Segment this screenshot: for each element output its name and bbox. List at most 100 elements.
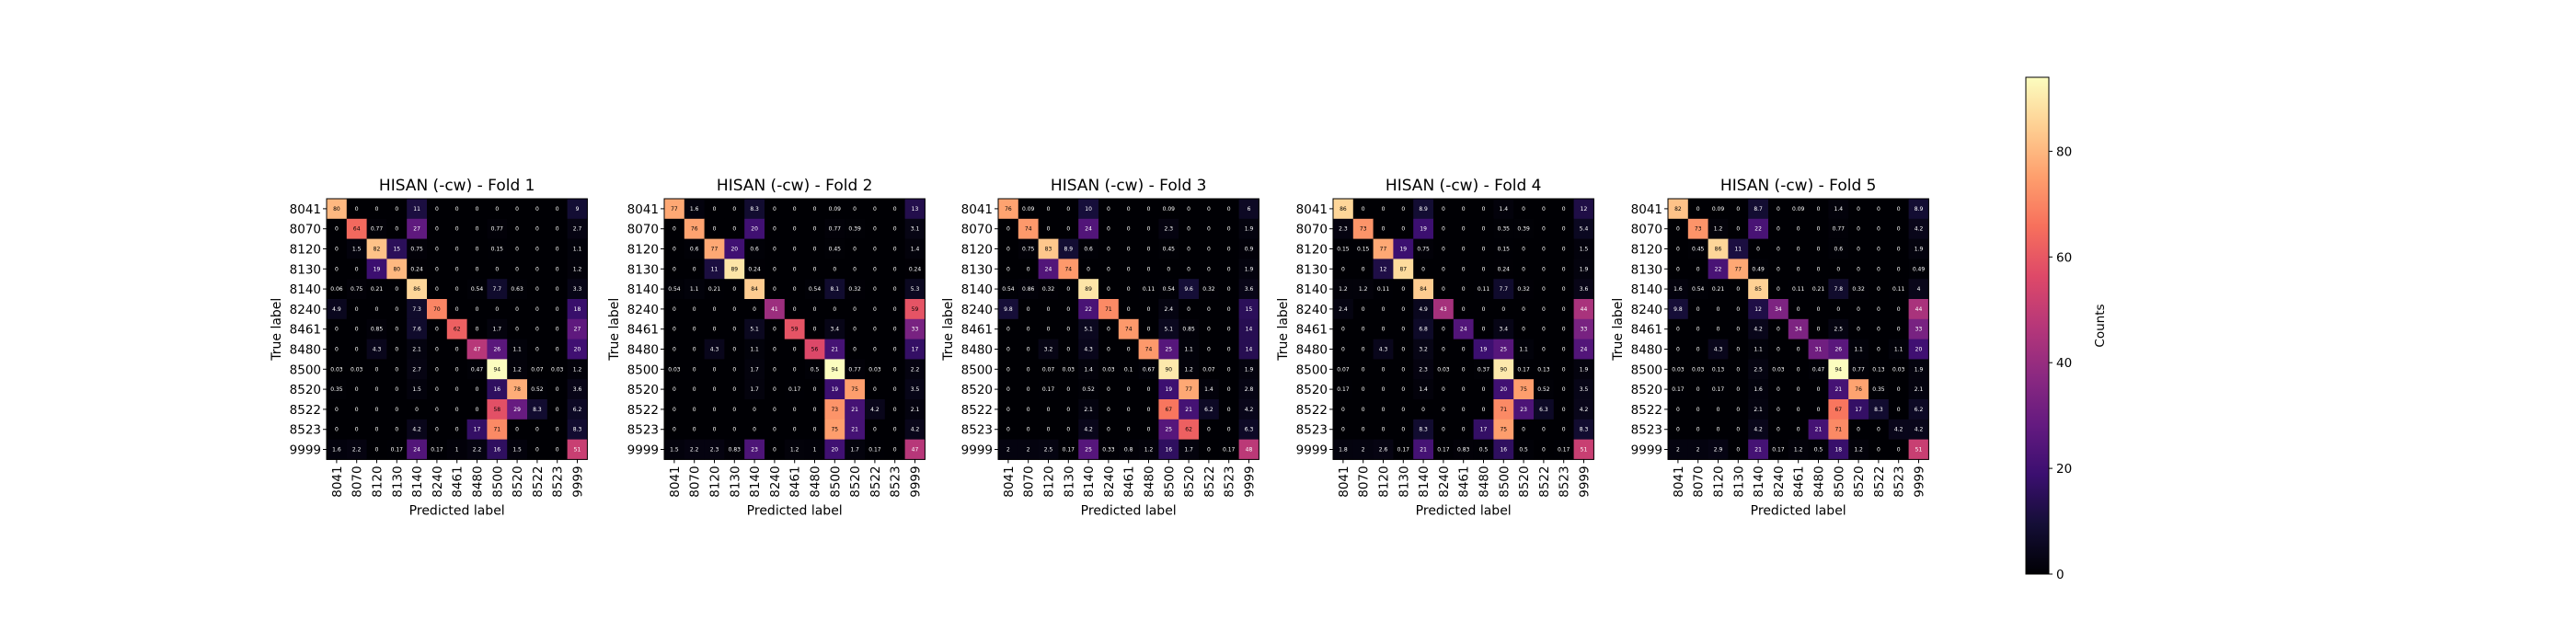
matrix-cell — [1534, 299, 1555, 320]
matrix-cell — [744, 318, 765, 339]
cell-value: 2.5 — [1754, 366, 1763, 373]
matrix-cell — [1788, 199, 1809, 220]
matrix-cell — [1373, 379, 1394, 400]
matrix-cell — [1158, 238, 1179, 259]
y-axis-label: True label — [607, 298, 622, 362]
cell-value: 0.13 — [1872, 366, 1885, 373]
matrix-cell — [1553, 439, 1574, 460]
cell-value: 0 — [556, 427, 559, 433]
cell-value: 2.3 — [1165, 226, 1174, 233]
cell-value: 33 — [912, 327, 919, 333]
matrix-cell — [1573, 339, 1594, 360]
cell-value: 29 — [513, 407, 521, 413]
matrix-cell — [1534, 359, 1555, 380]
cell-value: 0.07 — [1042, 366, 1055, 373]
matrix-cell — [704, 199, 725, 220]
cell-value: 0 — [1127, 407, 1131, 413]
matrix-cell — [1493, 399, 1514, 420]
matrix-cell — [1788, 279, 1809, 300]
cell-value: 0 — [355, 347, 359, 353]
matrix-cell — [1513, 218, 1535, 239]
cell-value: 62 — [1185, 427, 1192, 433]
cell-value: 0 — [673, 407, 676, 413]
cell-value: 1.5 — [670, 447, 679, 454]
matrix-cell — [804, 419, 825, 440]
matrix-cell — [1768, 259, 1789, 280]
matrix-cell — [744, 359, 765, 380]
matrix-cell — [1138, 218, 1159, 239]
matrix-cell — [1768, 238, 1789, 259]
matrix-cell — [1352, 419, 1374, 440]
cell-value: 1.2 — [1854, 447, 1863, 454]
cell-value: 0.45 — [1163, 247, 1176, 253]
cell-value: 0 — [1127, 386, 1131, 393]
cell-value: 4 — [1917, 286, 1921, 293]
cell-value: 4.2 — [1084, 427, 1093, 433]
matrix-cell — [664, 299, 685, 320]
matrix-cell — [1808, 379, 1829, 400]
x-tick-label: 8480 — [1143, 466, 1157, 497]
cell-value: 3.6 — [1580, 286, 1589, 293]
matrix-cell — [427, 439, 448, 460]
matrix-cell — [1393, 419, 1414, 440]
cell-value: 0 — [1797, 266, 1800, 272]
cell-value: 41 — [771, 306, 778, 313]
matrix-cell — [1888, 439, 1909, 460]
x-tick-label: 8041 — [1337, 466, 1351, 497]
matrix-cell — [1848, 318, 1869, 339]
cell-value: 0 — [395, 386, 398, 393]
matrix-cell — [1668, 379, 1689, 400]
cell-value: 0 — [1736, 386, 1740, 393]
matrix-cell — [1808, 318, 1829, 339]
matrix-cell — [1393, 318, 1414, 339]
colorbar-tick-label: 0 — [2056, 568, 2064, 582]
cell-value: 0 — [853, 327, 857, 333]
cell-value: 0.15 — [1498, 247, 1511, 253]
cell-value: 16 — [493, 447, 500, 454]
matrix-cell — [865, 238, 886, 259]
x-axis-label: Predicted label — [1751, 503, 1846, 518]
y-tick-label: 8500 — [961, 362, 993, 377]
cell-value: 0 — [395, 327, 398, 333]
cell-value: 0.09 — [1712, 206, 1725, 213]
cell-value: 0.1 — [1124, 366, 1133, 373]
cell-value: 0 — [1717, 306, 1720, 313]
matrix-cell — [1138, 199, 1159, 220]
matrix-cell — [1573, 379, 1594, 400]
cell-value: 21 — [1420, 447, 1427, 454]
matrix-cell — [1534, 379, 1555, 400]
x-axis-label: Predicted label — [747, 503, 843, 518]
matrix-cell — [1158, 439, 1179, 460]
matrix-cell — [804, 218, 825, 239]
matrix-cell — [1158, 359, 1179, 380]
matrix-cell — [386, 318, 408, 339]
cell-value: 11 — [413, 206, 420, 213]
matrix-cell — [1728, 238, 1749, 259]
cell-value: 0 — [515, 266, 519, 272]
matrix-cell — [1352, 379, 1374, 400]
matrix-cell — [1687, 379, 1708, 400]
y-tick-label: 8130 — [290, 262, 321, 277]
cell-value: 0.03 — [1437, 366, 1450, 373]
x-tick-label: 8140 — [1417, 466, 1432, 497]
matrix-cell — [1908, 399, 1929, 420]
matrix-cell — [567, 238, 588, 259]
matrix-cell — [366, 359, 387, 380]
matrix-cell — [998, 238, 1019, 259]
cell-value: 86 — [1715, 247, 1722, 253]
matrix-cell — [865, 359, 886, 380]
cell-value: 0 — [476, 407, 479, 413]
cell-value: 0.21 — [708, 286, 721, 293]
cell-value: 0 — [395, 286, 398, 293]
cell-value: 7.3 — [412, 306, 421, 313]
cell-value: 18 — [574, 306, 581, 313]
cell-value: 0 — [1107, 327, 1110, 333]
matrix-cell — [1078, 399, 1099, 420]
cell-value: 15 — [393, 247, 400, 253]
cell-value: 0.83 — [729, 447, 742, 454]
cell-value: 0 — [395, 206, 398, 213]
cell-value: 0 — [873, 306, 877, 313]
matrix-cell — [1888, 299, 1909, 320]
matrix-cell — [446, 299, 467, 320]
matrix-cell — [1708, 379, 1729, 400]
